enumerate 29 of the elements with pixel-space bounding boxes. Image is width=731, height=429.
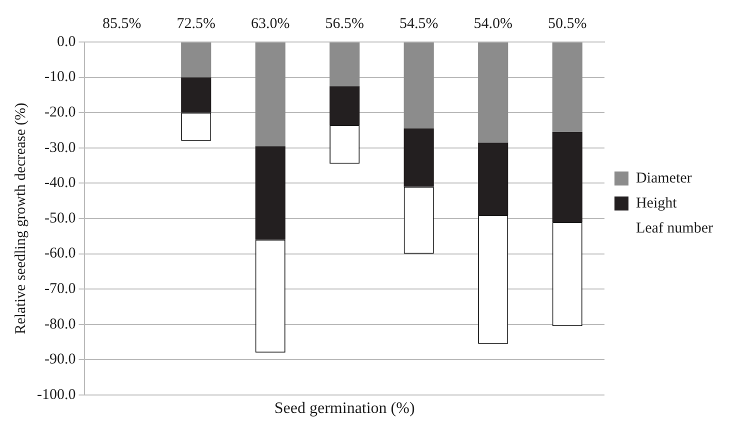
x-axis-title: Seed germination (%) — [274, 400, 415, 418]
y-tick-label: -100.0 — [36, 386, 76, 403]
x-tick-label: 72.5% — [176, 16, 216, 32]
bar — [330, 42, 360, 86]
legend-label: Height — [636, 195, 678, 212]
legend-label: Diameter — [636, 170, 692, 186]
bar — [181, 42, 212, 78]
y-tick-label: -90.0 — [44, 352, 76, 368]
bar — [255, 42, 286, 146]
bar — [552, 42, 582, 132]
x-tick-label: 63.0% — [250, 16, 290, 32]
y-tick-label: -40.0 — [44, 175, 76, 192]
y-tick-label: -10.0 — [44, 69, 76, 86]
x-tick-label: 54.0% — [474, 16, 512, 32]
x-tick-label: 54.5% — [399, 16, 438, 32]
x-tick-label: 50.5% — [548, 16, 587, 32]
y-tick-label: -50.0 — [44, 210, 76, 226]
y-tick-label: -20.0 — [44, 104, 76, 121]
y-tick-label: 0.0 — [56, 34, 76, 50]
y-tick-label: -70.0 — [44, 281, 76, 298]
y-tick-label: -80.0 — [44, 316, 76, 332]
y-tick-label: -60.0 — [44, 246, 76, 262]
text: Leaf number — [636, 220, 714, 236]
x-tick-label: 56.5% — [325, 16, 364, 32]
y-tick-label: -30.0 — [44, 140, 76, 156]
x-tick-label: 85.5% — [102, 16, 142, 32]
bar — [478, 42, 508, 143]
y-axis-title: Relative seedling growth decrease (%) — [12, 102, 29, 334]
bar — [404, 42, 434, 128]
